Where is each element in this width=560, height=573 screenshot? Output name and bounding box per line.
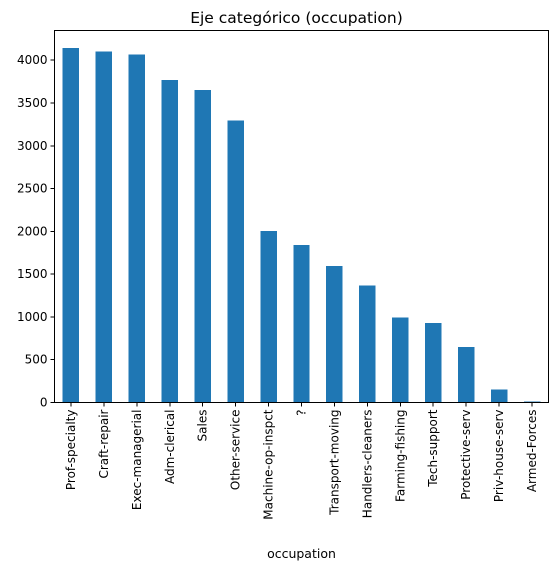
bar-11 [425,323,442,403]
bar-9 [359,285,376,403]
bar-10 [392,317,409,403]
bar-1 [95,51,113,403]
bar-4 [194,90,211,403]
x-tick-label: Tech-support [426,409,440,488]
y-tick-label: 2000 [17,224,48,238]
chart-title: Eje categórico (occupation) [190,9,403,27]
bar-5 [227,120,244,403]
y-axis: 0 500 1000 1500 2000 2500 3000 3500 4000 [17,53,55,410]
x-tick-label: Adm-clerical [163,410,177,485]
bar-3 [161,79,178,403]
x-tick-label: Handlers-cleaners [360,410,374,519]
y-tick-label: 0 [40,396,48,410]
y-tick-label: 3000 [17,139,48,153]
x-tick-label: Transport-moving [327,410,341,516]
x-tick-label: Protective-serv [459,410,473,500]
x-axis: Prof-specialty Craft-repair Exec-manageria… [64,402,539,520]
x-axis-label: occupation [267,546,336,561]
x-tick-label: Farming-fishing [393,410,407,502]
x-tick-label: Machine-op-inspct [262,409,276,519]
bar-2 [128,54,146,403]
bar-8 [326,265,343,403]
bar-13 [490,389,508,403]
x-tick-label: ? [295,410,309,416]
bar-7 [293,244,310,403]
x-tick-label: Exec-managerial [130,410,144,511]
x-tick-label: Sales [196,410,210,442]
y-tick-label: 500 [25,353,48,367]
y-tick-label: 1000 [17,310,48,324]
y-tick-label: 3500 [17,96,48,110]
x-tick-label: Armed-Forces [525,410,539,493]
x-tick-label: Priv-house-serv [492,410,506,503]
y-tick-label: 2500 [17,182,48,196]
y-tick-label: 4000 [17,53,48,67]
x-tick-label: Craft-repair [97,409,111,478]
bar-0 [62,48,80,403]
bars-group [62,48,541,403]
x-tick-label: Prof-specialty [64,410,78,491]
y-tick-label: 1500 [17,267,48,281]
bar-12 [457,346,475,403]
x-tick-label: Other-service [229,410,243,491]
plot-frame [54,30,549,403]
bar-6 [260,231,277,403]
